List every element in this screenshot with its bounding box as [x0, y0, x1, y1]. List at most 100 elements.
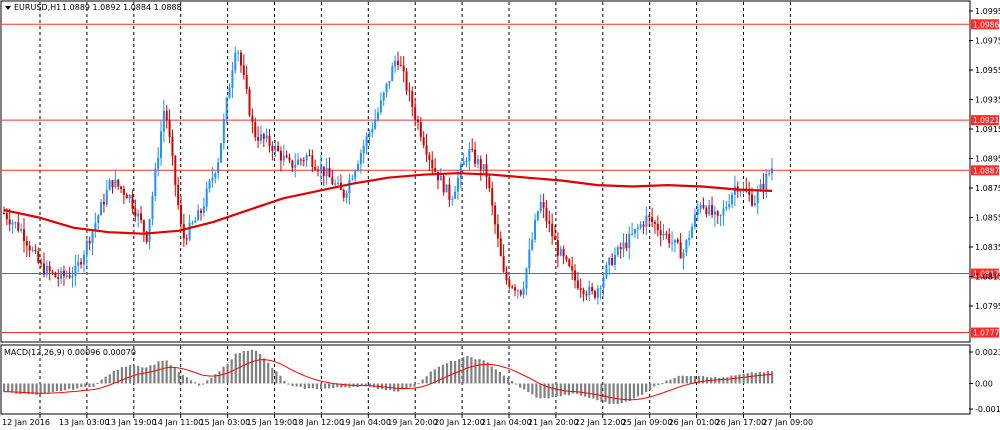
candle-body: [508, 280, 511, 287]
macd-histogram-bar: [92, 383, 95, 387]
candle-body: [648, 215, 651, 218]
candle-body: [62, 270, 65, 276]
macd-histogram-bar: [677, 375, 680, 384]
candle-body: [751, 194, 754, 206]
candle-body: [254, 121, 257, 138]
time-label: 21 Jan 04:00: [481, 418, 532, 427]
candle-body: [348, 179, 351, 194]
macd-histogram-bar: [445, 363, 449, 384]
macd-histogram-bar: [701, 376, 705, 384]
macd-histogram-bar: [762, 372, 766, 384]
candle-body: [608, 257, 611, 265]
macd-histogram-bar: [575, 383, 579, 394]
candle-body: [599, 287, 602, 289]
candle-body: [416, 119, 419, 123]
candle-body: [165, 110, 168, 121]
macd-histogram-bar: [584, 383, 587, 397]
candle-body: [177, 184, 180, 206]
candle-body: [42, 263, 45, 275]
macd-histogram-bar: [539, 383, 542, 399]
macd-histogram-bar: [649, 383, 652, 390]
candle-body: [462, 161, 465, 166]
candle-body: [219, 143, 222, 163]
macd-histogram-bar: [766, 370, 770, 384]
candle-body: [194, 220, 197, 223]
macd-histogram-bar: [279, 375, 282, 384]
candle-body: [525, 268, 528, 289]
candle-body: [237, 52, 240, 54]
horizontal-levels[interactable]: 1.0986 1.0921 1.0887 1.0817 1.0777: [2, 19, 999, 338]
candle-body: [199, 210, 202, 213]
time-label: 14 Jan 11:00: [153, 418, 204, 427]
candle-body: [85, 240, 88, 255]
candle-body: [40, 262, 43, 264]
time-label: 22 Jan 12:00: [575, 418, 626, 427]
macd-histogram-bar: [116, 370, 119, 384]
candle-body: [77, 261, 80, 266]
candle-body: [385, 83, 388, 93]
candle-body: [602, 277, 605, 288]
candle-body: [328, 168, 331, 178]
macd-histogram-bar: [120, 367, 124, 384]
macd-histogram-bar: [181, 375, 184, 384]
macd-histogram-bar: [3, 383, 6, 392]
price-tick-label: 1.0955: [975, 66, 1000, 75]
candle-body: [239, 52, 242, 66]
macd-histogram-bar: [645, 383, 648, 393]
candle-body: [277, 145, 280, 151]
macd-histogram-bar: [673, 377, 676, 384]
candle-body: [431, 159, 434, 169]
macd-histogram-bar: [307, 383, 310, 389]
macd-histogram-bar: [486, 362, 489, 384]
candle-body: [288, 157, 291, 161]
candle-body: [108, 180, 111, 191]
macd-histogram-bar: [640, 383, 644, 395]
macd-histogram-bar: [600, 383, 603, 402]
candle-body: [331, 177, 334, 185]
candle-body: [225, 97, 228, 119]
time-label: 26 Jan 17:00: [716, 418, 767, 427]
macd-histogram-bar: [421, 379, 424, 384]
candle-body: [282, 155, 285, 161]
macd-label: MACD(12,26,9) 0.00096 0.00070: [4, 348, 136, 357]
candle-body: [759, 184, 762, 192]
macd-histogram-bar: [693, 375, 696, 384]
candle-body: [659, 230, 662, 236]
candle-body: [739, 191, 742, 193]
candle-body: [414, 107, 417, 120]
candle-body: [482, 164, 485, 170]
candle-body: [576, 280, 579, 289]
candle-body: [748, 191, 751, 195]
candle-body: [251, 115, 254, 122]
candle-body: [97, 215, 100, 223]
macd-histogram-bar: [218, 371, 221, 384]
price-tick-label: 1.0975: [975, 37, 1000, 46]
macd-histogram-bar: [742, 373, 745, 384]
macd-histogram-bar: [437, 366, 440, 384]
candle-body: [471, 148, 474, 150]
candle-body: [274, 145, 277, 151]
candle-body: [451, 198, 454, 200]
macd-histogram-bar: [7, 383, 10, 392]
candle-body: [120, 186, 123, 189]
candle-body: [154, 168, 157, 197]
candle-body: [271, 145, 274, 151]
candle-body: [651, 217, 654, 223]
candle-body: [302, 159, 305, 161]
candle-body: [134, 208, 137, 217]
candle-body: [37, 251, 40, 263]
candle-body: [591, 286, 594, 292]
candle-body: [582, 290, 585, 295]
macd-histogram-bar: [344, 383, 347, 388]
macd-histogram-bar: [738, 374, 741, 384]
candle-body: [174, 155, 177, 185]
macd-histogram-bar: [417, 383, 420, 385]
candle-body: [628, 233, 631, 249]
dropdown-triangle-icon[interactable]: [5, 6, 11, 10]
macd-histogram-bar: [580, 383, 583, 396]
price-tag: [971, 327, 999, 338]
macd-histogram-bar: [429, 371, 432, 384]
candle-body: [545, 207, 548, 222]
